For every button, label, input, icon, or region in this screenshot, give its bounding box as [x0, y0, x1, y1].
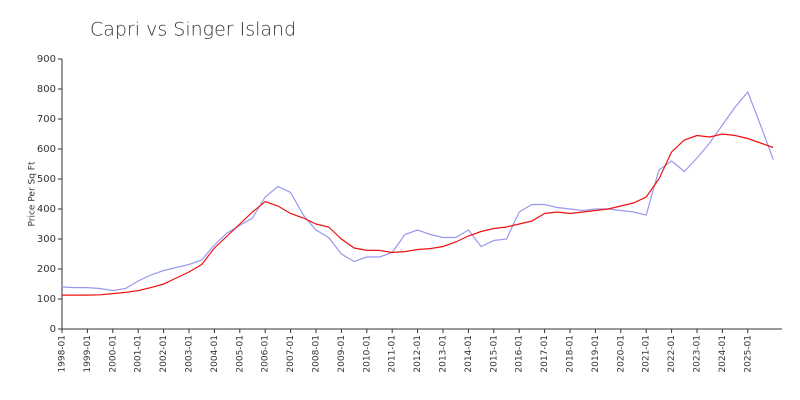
series-line: [61, 90, 774, 292]
x-tick-label: 2022-01: [667, 335, 677, 373]
x-tick-label: 2005-01: [235, 335, 245, 373]
y-tick-label: 700: [37, 114, 56, 125]
x-tick-label: 2024-01: [718, 335, 728, 373]
y-tick-label: 600: [37, 144, 56, 155]
y-tick-label: 0: [50, 324, 56, 335]
x-tick-label: 2001-01: [134, 335, 144, 373]
x-tick-label: 2002-01: [159, 335, 169, 373]
y-tick-label: 300: [37, 234, 56, 245]
y-tick-label: 500: [37, 174, 56, 185]
x-tick-label: 2003-01: [185, 335, 195, 373]
x-tick-label: 2023-01: [693, 335, 703, 373]
x-tick-label: 2017-01: [540, 335, 550, 373]
x-tick-label: 2018-01: [566, 335, 576, 373]
y-tick-label: 100: [37, 294, 56, 305]
x-tick-label: 2008-01: [312, 335, 322, 373]
x-tick-label: 2014-01: [464, 335, 474, 373]
y-tick-label: 800: [37, 84, 56, 95]
x-tick-label: 2012-01: [413, 335, 423, 373]
x-tick-label: 2000-01: [108, 335, 118, 373]
series-line: [62, 133, 774, 296]
x-tick-label: 2010-01: [362, 335, 372, 373]
y-tick-label: 200: [37, 264, 56, 275]
x-tick-label: 2021-01: [642, 335, 652, 373]
x-tick-label: 2007-01: [286, 335, 296, 373]
y-axis-label: Price Per Sq Ft: [28, 161, 38, 226]
chart-title: Capri vs Singer Island: [90, 19, 296, 41]
y-tick-label: 900: [37, 54, 56, 65]
x-tick-label: 2016-01: [515, 335, 525, 373]
x-tick-label: 2009-01: [337, 335, 347, 373]
x-tick-label: 2025-01: [743, 335, 753, 373]
x-tick-label: 1999-01: [83, 335, 93, 373]
x-tick-label: 2004-01: [210, 335, 220, 373]
x-tick-label: 2011-01: [388, 335, 398, 373]
x-tick-label: 2019-01: [591, 335, 601, 373]
x-tick-label: 2013-01: [439, 335, 449, 373]
x-tick-label: 2015-01: [489, 335, 499, 373]
x-tick-label: 1998-01: [58, 335, 68, 373]
x-tick-label: 2006-01: [261, 335, 271, 373]
y-tick-label: 400: [37, 204, 56, 215]
x-tick-label: 2020-01: [616, 335, 626, 373]
